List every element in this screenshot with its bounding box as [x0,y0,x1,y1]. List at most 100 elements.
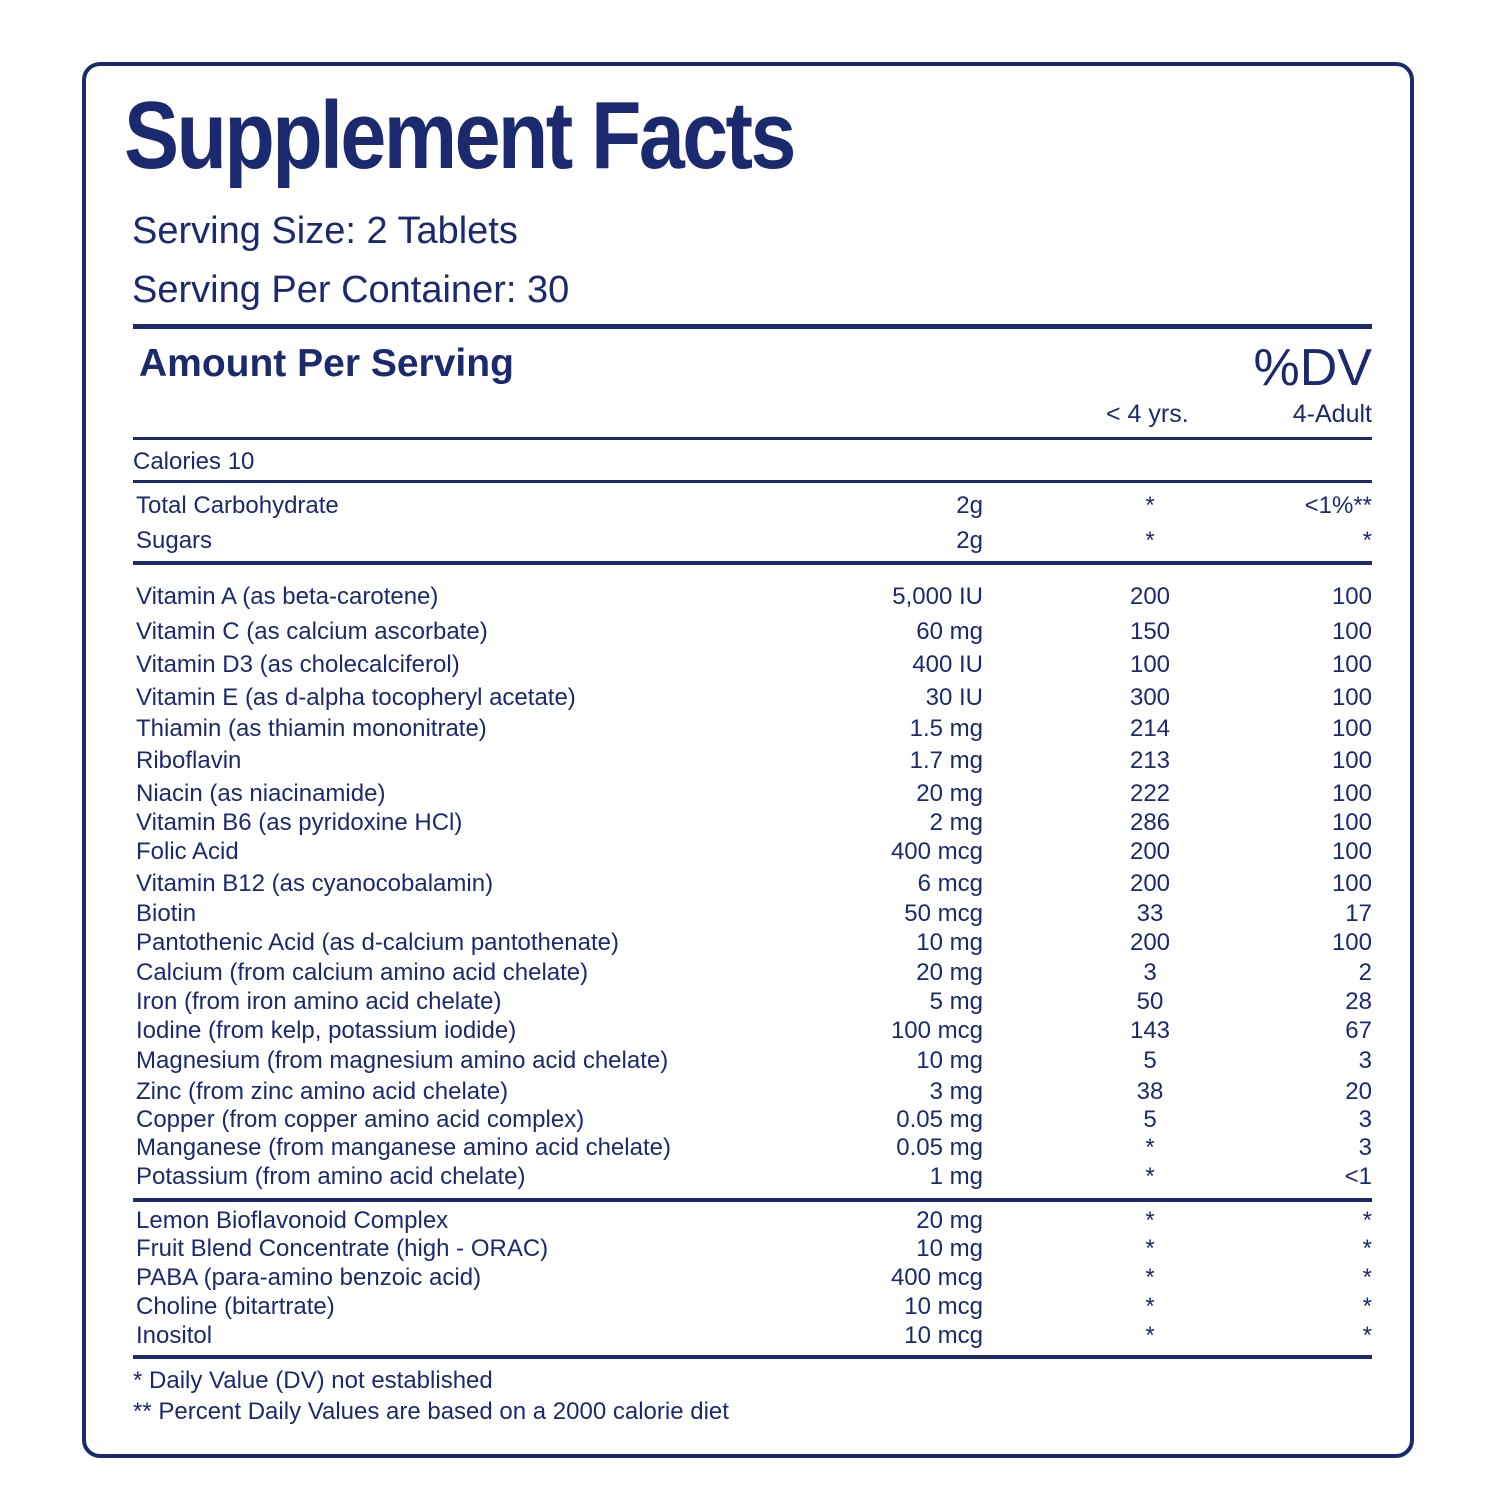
nutrient-name: Total Carbohydrate [136,492,339,519]
dv-kids: 5 [1143,1047,1157,1074]
table-row: Biotin 50 mcg 33 17 [0,899,1500,929]
table-row: Riboflavin 1.7 mg 213 100 [0,746,1500,776]
nutrient-name: Copper (from copper amino acid complex) [136,1106,585,1133]
dv-kids: * [1145,1235,1155,1262]
divider [133,1355,1372,1359]
nutrient-amount: 2g [956,527,983,554]
nutrient-amount: 10 mcg [904,1322,983,1349]
dv-adult: 100 [1331,684,1372,711]
nutrient-name: Lemon Bioflavonoid Complex [136,1207,449,1234]
dv-adult: 67 [1345,1017,1372,1044]
table-row: Iron (from iron amino acid chelate) 5 mg 5… [0,987,1500,1017]
table-row: Copper (from copper amino acid complex) 0… [0,1105,1500,1135]
table-row: Vitamin A (as beta-carotene) 5,000 IU 200 1… [0,582,1500,612]
nutrient-name: Vitamin B12 (as cyanocobalamin) [136,870,494,897]
table-row: Vitamin B12 (as cyanocobalamin) 6 mcg 200 1… [0,869,1500,899]
nutrient-name: Pantothenic Acid (as d-calcium pantothen… [136,929,619,956]
nutrient-amount: 10 mcg [904,1293,983,1320]
dv-kids: 200 [1129,929,1171,956]
dv-kids: 50 [1136,988,1164,1015]
nutrient-name: Vitamin A (as beta-carotene) [136,583,439,610]
dv-kids: 200 [1129,838,1171,865]
nutrient-name: Magnesium (from magnesium amino acid che… [136,1047,669,1074]
dv-adult: 100 [1331,780,1372,807]
dv-adult: * [1362,1207,1372,1234]
dv-adult: 100 [1331,809,1372,836]
dv-adult: 28 [1345,988,1372,1015]
nutrient-amount: 10 mg [916,1235,983,1262]
table-row: Folic Acid 400 mcg 200 100 [0,837,1500,867]
dv-kids: 100 [1129,651,1171,678]
dv-kids: 150 [1129,618,1171,645]
dv-kids: * [1145,1293,1155,1320]
footnote-percent-dv: ** Percent Daily Values are based on a 2… [133,1398,729,1425]
nutrient-name: Zinc (from zinc amino acid chelate) [136,1078,509,1105]
label-title: Supplement Facts [124,82,796,189]
nutrient-amount: 5,000 IU [892,583,983,610]
divider [133,561,1372,565]
amount-per-serving-heading: Amount Per Serving [139,342,514,385]
dv-kids: 3 [1143,959,1157,986]
nutrient-amount: 0.05 mg [896,1134,983,1161]
nutrient-amount: 10 mg [916,1047,983,1074]
nutrient-amount: 10 mg [916,929,983,956]
dv-kids: 222 [1129,780,1171,807]
dv-heading: %DV [1253,339,1372,397]
nutrient-amount: 3 mg [929,1078,983,1105]
table-row: Thiamin (as thiamin mononitrate) 1.5 mg 21… [0,714,1500,744]
table-row: Sugars 2g * * [0,526,1500,556]
dv-kids: * [1145,1264,1155,1291]
table-row: Magnesium (from magnesium amino acid che… [0,1046,1500,1076]
serving-size: Serving Size: 2 Tablets [132,210,518,252]
nutrient-amount: 400 mcg [890,1264,983,1291]
nutrient-amount: 50 mcg [904,900,983,927]
dv-kids: 300 [1129,684,1171,711]
dv-adult: 3 [1358,1106,1372,1133]
dv-adult: 20 [1345,1078,1372,1105]
dv-adult: 100 [1331,618,1372,645]
nutrient-amount: 2 mg [929,809,983,836]
dv-adult: * [1362,1293,1372,1320]
nutrient-name: Iodine (from kelp, potassium iodide) [136,1017,517,1044]
nutrient-name: Vitamin B6 (as pyridoxine HCl) [136,809,463,836]
nutrient-name: Biotin [136,900,197,927]
divider-thick [133,324,1372,329]
dv-adult: 100 [1331,838,1372,865]
label-panel [82,62,1414,1458]
nutrient-amount: 100 mcg [890,1017,983,1044]
dv-adult: 100 [1331,651,1372,678]
nutrient-name: Vitamin E (as d-alpha tocopheryl acetate… [136,684,576,711]
nutrient-name: Vitamin D3 (as cholecalciferol) [136,651,460,678]
dv-kids: 33 [1136,900,1164,927]
table-row: Zinc (from zinc amino acid chelate) 3 mg 3… [0,1077,1500,1107]
dv-adult: 100 [1331,583,1372,610]
table-row: Vitamin C (as calcium ascorbate) 60 mg 150… [0,617,1500,647]
nutrient-amount: 30 IU [925,684,983,711]
dv-adult: * [1362,1322,1372,1349]
dv-column-adult: 4-Adult [1292,400,1372,428]
table-row: Vitamin E (as d-alpha tocopheryl acetate… [0,683,1500,713]
table-row: Lemon Bioflavonoid Complex 20 mg * * [0,1206,1500,1236]
dv-kids: * [1145,1207,1155,1234]
nutrient-amount: 0.05 mg [896,1106,983,1133]
dv-adult: 100 [1331,929,1372,956]
nutrient-name: Niacin (as niacinamide) [136,780,386,807]
nutrient-name: Thiamin (as thiamin mononitrate) [136,715,487,742]
nutrient-name: Fruit Blend Concentrate (high - ORAC) [136,1235,549,1262]
nutrient-name: Riboflavin [136,747,242,774]
nutrient-amount: 20 mg [916,959,983,986]
dv-adult: <1 [1344,1163,1372,1190]
nutrient-name: Inositol [136,1322,213,1349]
dv-adult: 100 [1331,747,1372,774]
dv-adult: 100 [1331,870,1372,897]
dv-kids: 200 [1129,870,1171,897]
dv-kids: 143 [1129,1017,1171,1044]
nutrient-amount: 1 mg [929,1163,983,1190]
dv-kids: 214 [1129,715,1171,742]
dv-adult: 3 [1358,1134,1372,1161]
nutrient-amount: 1.5 mg [909,715,983,742]
nutrient-name: Choline (bitartrate) [136,1293,335,1320]
nutrient-name: Manganese (from manganese amino acid che… [136,1134,671,1161]
dv-kids: 200 [1129,583,1171,610]
servings-per-container: Serving Per Container: 30 [132,269,570,311]
